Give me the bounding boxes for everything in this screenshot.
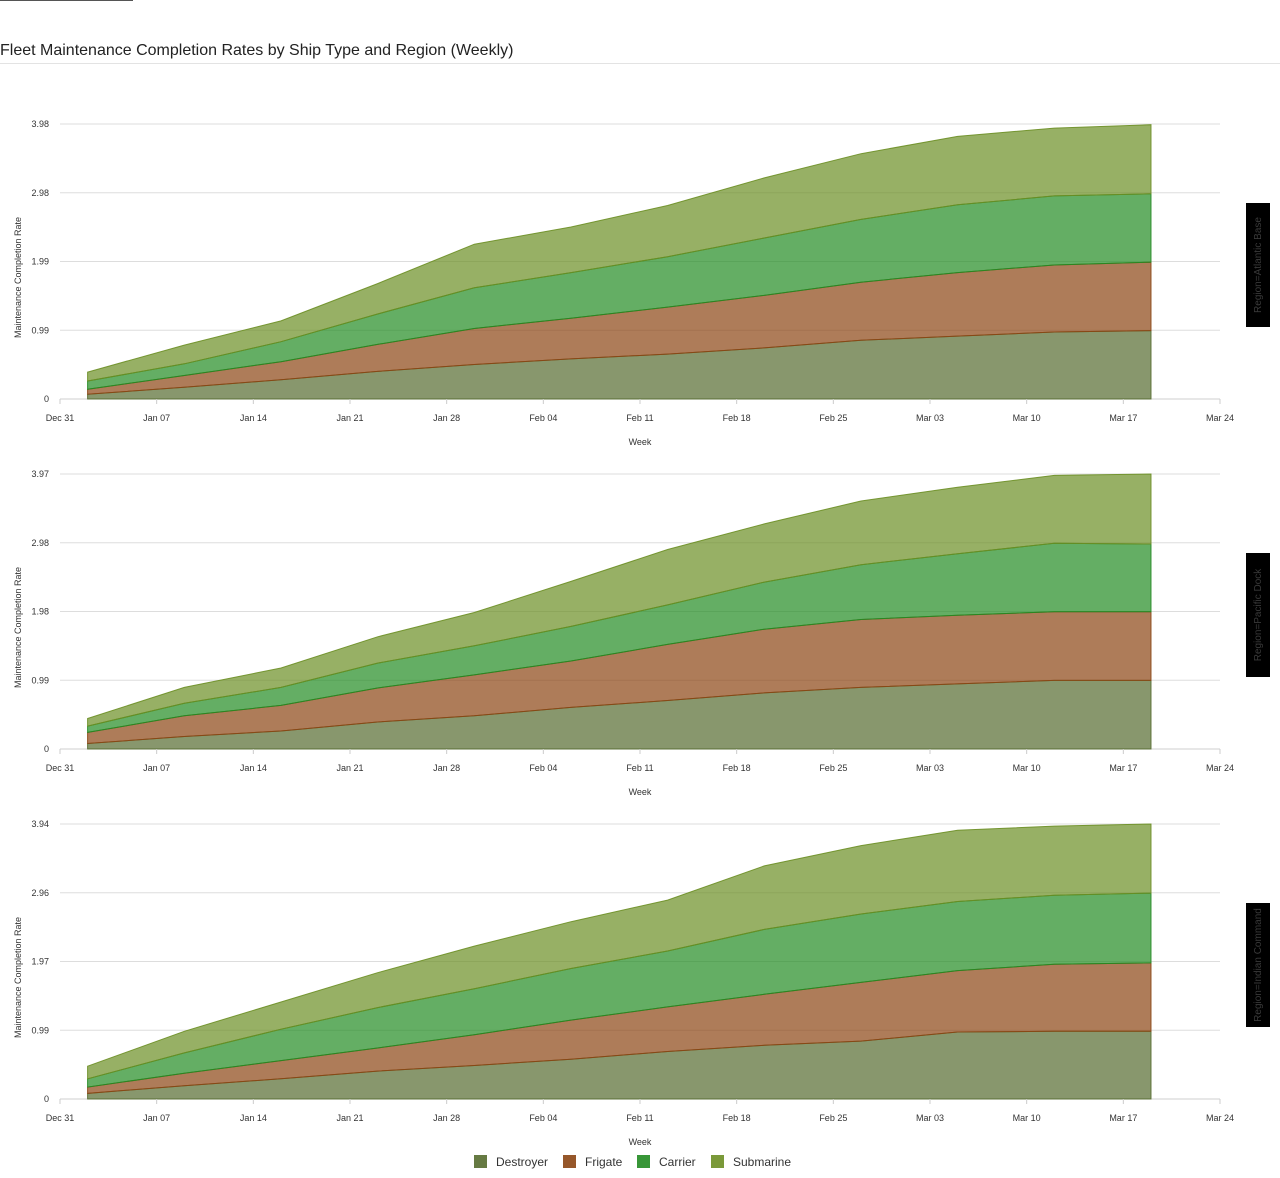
y-axis-title: Maintenance Completion Rate xyxy=(13,917,23,1038)
legend-label-submarine: Submarine xyxy=(733,1155,791,1169)
x-axis-title: Week xyxy=(629,787,652,797)
x-tick-label: Feb 18 xyxy=(723,763,751,773)
x-tick-label: Mar 03 xyxy=(916,413,944,423)
legend-label-frigate: Frigate xyxy=(585,1155,623,1169)
area-submarine xyxy=(87,473,1152,727)
y-tick-label: 2.98 xyxy=(31,538,49,548)
y-axis-title: Maintenance Completion Rate xyxy=(13,567,23,688)
y-tick-label: 0 xyxy=(44,394,49,404)
x-tick-label: Mar 17 xyxy=(1109,413,1137,423)
y-tick-label: 0 xyxy=(44,1094,49,1104)
x-tick-label: Jan 14 xyxy=(240,763,267,773)
x-tick-label: Feb 11 xyxy=(626,763,653,773)
x-tick-label: Jan 07 xyxy=(143,763,170,773)
x-axis-title: Week xyxy=(629,1137,652,1147)
facet-strip xyxy=(1246,553,1270,677)
y-tick-label: 0.99 xyxy=(31,675,49,685)
legend: Destroyer Frigate Carrier Submarine xyxy=(474,1155,791,1169)
x-tick-label: Mar 03 xyxy=(916,1113,944,1123)
legend-swatch-submarine xyxy=(711,1155,724,1168)
x-tick-label: Dec 31 xyxy=(46,763,75,773)
x-tick-label: Jan 14 xyxy=(240,1113,267,1123)
y-tick-label: 0.99 xyxy=(31,325,49,335)
x-tick-label: Mar 10 xyxy=(1013,763,1041,773)
x-tick-label: Dec 31 xyxy=(46,413,75,423)
x-tick-label: Jan 21 xyxy=(336,763,363,773)
y-tick-label: 0 xyxy=(44,744,49,754)
facet-label: Region=Indian Command xyxy=(1253,908,1264,1022)
x-tick-label: Mar 17 xyxy=(1109,1113,1137,1123)
x-tick-label: Jan 07 xyxy=(143,413,170,423)
facet-strip xyxy=(1246,203,1270,327)
x-tick-label: Jan 14 xyxy=(240,413,267,423)
legend-swatch-frigate xyxy=(563,1155,576,1168)
x-tick-label: Dec 31 xyxy=(46,1113,75,1123)
x-tick-label: Feb 04 xyxy=(529,1113,557,1123)
top-divider xyxy=(0,0,133,1)
area-submarine xyxy=(87,823,1152,1080)
x-tick-label: Feb 11 xyxy=(626,1113,653,1123)
y-tick-label: 1.97 xyxy=(31,957,49,967)
y-tick-label: 1.99 xyxy=(31,257,49,267)
area-submarine xyxy=(87,124,1152,382)
facet-label: Region=Pacific Dock xyxy=(1253,568,1264,662)
x-tick-label: Jan 28 xyxy=(433,1113,460,1123)
y-axis-title: Maintenance Completion Rate xyxy=(13,217,23,338)
legend-label-carrier: Carrier xyxy=(659,1155,696,1169)
x-axis-title: Week xyxy=(629,437,652,447)
y-tick-label: 2.96 xyxy=(31,888,49,898)
title-divider xyxy=(0,63,1280,64)
x-tick-label: Feb 18 xyxy=(723,1113,751,1123)
legend-swatch-carrier xyxy=(637,1155,650,1168)
x-tick-label: Feb 04 xyxy=(529,413,557,423)
y-tick-label: 1.98 xyxy=(31,607,49,617)
y-tick-label: 2.98 xyxy=(31,188,49,198)
x-tick-label: Mar 24 xyxy=(1206,1113,1234,1123)
x-tick-label: Jan 21 xyxy=(336,413,363,423)
x-tick-label: Mar 10 xyxy=(1013,1113,1041,1123)
x-tick-label: Feb 18 xyxy=(723,413,751,423)
facet-2: 0 0.99 1.98 2.98 3.97 Dec 31 Jan 07 Jan 14 Jan 2… xyxy=(13,469,1270,797)
x-tick-label: Feb 25 xyxy=(819,763,847,773)
x-tick-label: Mar 10 xyxy=(1013,413,1041,423)
x-tick-label: Mar 03 xyxy=(916,763,944,773)
x-tick-label: Feb 11 xyxy=(626,413,653,423)
y-tick-label: 0.99 xyxy=(31,1025,49,1035)
y-tick-label: 3.98 xyxy=(31,119,49,129)
y-tick-label: 3.94 xyxy=(31,819,49,829)
facet-3: 0 0.99 1.97 2.96 3.94 Dec 31 Jan 07 Jan 14 Jan 2… xyxy=(13,819,1270,1147)
x-tick-label: Jan 07 xyxy=(143,1113,170,1123)
x-tick-label: Mar 17 xyxy=(1109,763,1137,773)
x-tick-label: Feb 04 xyxy=(529,763,557,773)
page-title: Fleet Maintenance Completion Rates by Sh… xyxy=(0,42,514,59)
legend-label-destroyer: Destroyer xyxy=(496,1155,548,1169)
x-tick-label: Mar 24 xyxy=(1206,763,1234,773)
legend-swatch-destroyer xyxy=(474,1155,487,1168)
x-tick-label: Jan 28 xyxy=(433,763,460,773)
facet-strip xyxy=(1246,903,1270,1027)
y-tick-label: 3.97 xyxy=(31,469,49,479)
x-tick-label: Feb 25 xyxy=(819,1113,847,1123)
x-tick-label: Mar 24 xyxy=(1206,413,1234,423)
x-tick-label: Feb 25 xyxy=(819,413,847,423)
x-tick-label: Jan 28 xyxy=(433,413,460,423)
x-tick-label: Jan 21 xyxy=(336,1113,363,1123)
facet-1: 0 0.99 1.99 2.98 3.98 Dec 31 Jan 07 Jan 14 Jan 2… xyxy=(13,119,1270,447)
facet-label: Region=Atlantic Base xyxy=(1253,217,1264,313)
